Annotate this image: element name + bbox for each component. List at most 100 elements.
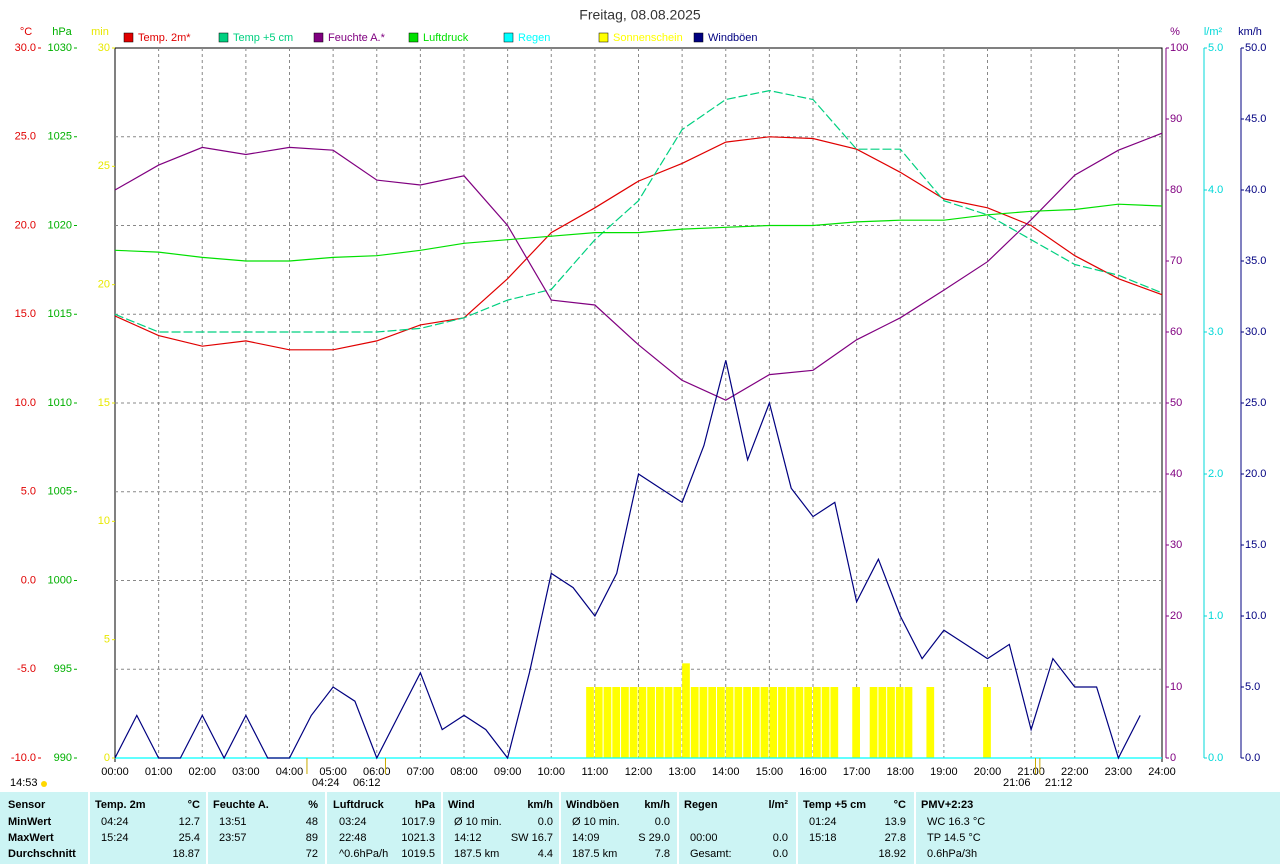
y-tick-label: 995 [54, 663, 72, 675]
y-tick-label: 10.0 [15, 397, 36, 409]
y-tick-label: 1005 [48, 486, 72, 498]
y-tick-label: 15.0 [15, 308, 36, 320]
y-tick-label: 0.0 [1245, 752, 1260, 764]
cell-time: 187.5 km [572, 848, 618, 860]
legend-label: Luftdruck [423, 32, 469, 44]
y-tick-label: 20 [1170, 610, 1182, 622]
header-title: Luftdruck [333, 799, 384, 811]
y-tick-label: 4.0 [1208, 184, 1223, 196]
cell-time: 04:24 [101, 816, 129, 828]
sun-bar [869, 687, 878, 758]
sun-bar [586, 687, 594, 758]
axis-title: % [1170, 26, 1180, 38]
legend-swatch [218, 32, 229, 43]
sun-bar [769, 687, 778, 758]
cell-time: 22:48 [339, 832, 367, 844]
chart: Freitag, 08.08.2025 00:00 01:00 02:00 03:00… [10, 7, 1266, 789]
cell-value: 18.92 [878, 848, 906, 860]
y-tick-label: 2.0 [1208, 468, 1223, 480]
header-unit: km/h [644, 799, 670, 811]
axis-title: min [91, 26, 109, 38]
annotation-label: 21:12 [1045, 777, 1073, 789]
sun-bar [725, 687, 734, 758]
sun-bar [852, 687, 860, 758]
cell-time: Ø 10 min. [572, 816, 620, 828]
legend-label: Regen [518, 32, 550, 44]
y-tick-label: -10.0 [11, 752, 36, 764]
x-tick-label: 23:00 [1105, 766, 1133, 778]
header-title: Wind [448, 799, 475, 811]
column-separator [88, 792, 90, 864]
annotation-label: 21:06 [1003, 777, 1031, 789]
y-tick-label: 990 [54, 752, 72, 764]
cell-time: 15:24 [101, 832, 129, 844]
x-tick-label: 02:00 [188, 766, 216, 778]
y-tick-label: 25.0 [15, 131, 36, 143]
y-tick-label: 20.0 [1245, 468, 1266, 480]
y-tick-label: 1000 [48, 574, 72, 586]
cell-time: 14:09 [572, 832, 600, 844]
y-tick-label: -5.0 [17, 663, 36, 675]
cell-time: Gesamt: [690, 848, 732, 860]
y-tick-label: 35.0 [1245, 255, 1266, 267]
cell-value: 48 [305, 816, 318, 828]
cell-value: 13.9 [884, 816, 906, 828]
sun-bar [594, 687, 603, 758]
y-tick-label: 80 [1170, 184, 1182, 196]
y-tick-label: 90 [1170, 113, 1182, 125]
cell-time: WC 16.3 °C [927, 816, 986, 828]
y-tick-label: 30.0 [15, 42, 36, 54]
column-separator [325, 792, 327, 864]
y-tick-label: 70 [1170, 255, 1182, 267]
x-tick-label: 16:00 [799, 766, 827, 778]
x-tick-label: 07:00 [407, 766, 435, 778]
sun-bar [786, 687, 795, 758]
annotation-label: 06:12 [353, 777, 381, 789]
sun-bar [887, 687, 895, 758]
header-title: Temp. 2m [95, 799, 146, 811]
cell-value: 0.0 [772, 848, 788, 860]
cell-value: 0.0 [772, 832, 788, 844]
sun-bar [603, 687, 612, 758]
header-title: Sensor [8, 799, 46, 811]
y-tick-label: 0.0 [1208, 752, 1223, 764]
column-separator [441, 792, 443, 864]
cell-time: 01:24 [809, 816, 837, 828]
chart-title: Freitag, 08.08.2025 [579, 7, 701, 23]
x-tick-label: 14:00 [712, 766, 740, 778]
cell-value: 1017.9 [401, 816, 435, 828]
cell-value: 7.8 [654, 848, 670, 860]
x-tick-label: 06:00 [363, 766, 391, 778]
cell-value: 27.8 [884, 832, 906, 844]
column-separator [677, 792, 679, 864]
cell-time: 187.5 km [454, 848, 500, 860]
header-title: PMV+2:23 [921, 799, 974, 811]
y-tick-label: 15 [98, 397, 110, 409]
y-tick-label: 0 [1170, 752, 1176, 764]
annotation-label: 04:24 [312, 777, 340, 789]
y-tick-label: 5 [104, 634, 110, 646]
x-tick-label: 09:00 [494, 766, 522, 778]
x-tick-label: 24:00 [1148, 766, 1176, 778]
legend-label: Temp. 2m* [138, 32, 191, 44]
y-tick-label: 25 [98, 160, 110, 172]
sun-bar [751, 687, 760, 758]
header-unit: l/m² [768, 799, 788, 811]
header-unit: °C [893, 799, 906, 811]
cell-time: 0.6hPa/3h [927, 848, 978, 860]
y-tick-label: 5.0 [1245, 681, 1260, 693]
legend-label: Temp +5 cm [233, 32, 293, 44]
y-tick-label: 1030 [48, 42, 72, 54]
x-tick-label: 20:00 [974, 766, 1002, 778]
sun-bar [743, 687, 751, 758]
header-unit: % [308, 799, 318, 811]
x-tick-label: 15:00 [756, 766, 784, 778]
x-tick-label: 01:00 [145, 766, 173, 778]
header-unit: km/h [527, 799, 553, 811]
sun-bar [629, 687, 638, 758]
y-tick-label: 20.0 [15, 219, 36, 231]
legend-swatch [503, 32, 514, 43]
sun-bar [690, 687, 699, 758]
x-tick-label: 03:00 [232, 766, 260, 778]
sun-bar [878, 687, 887, 758]
